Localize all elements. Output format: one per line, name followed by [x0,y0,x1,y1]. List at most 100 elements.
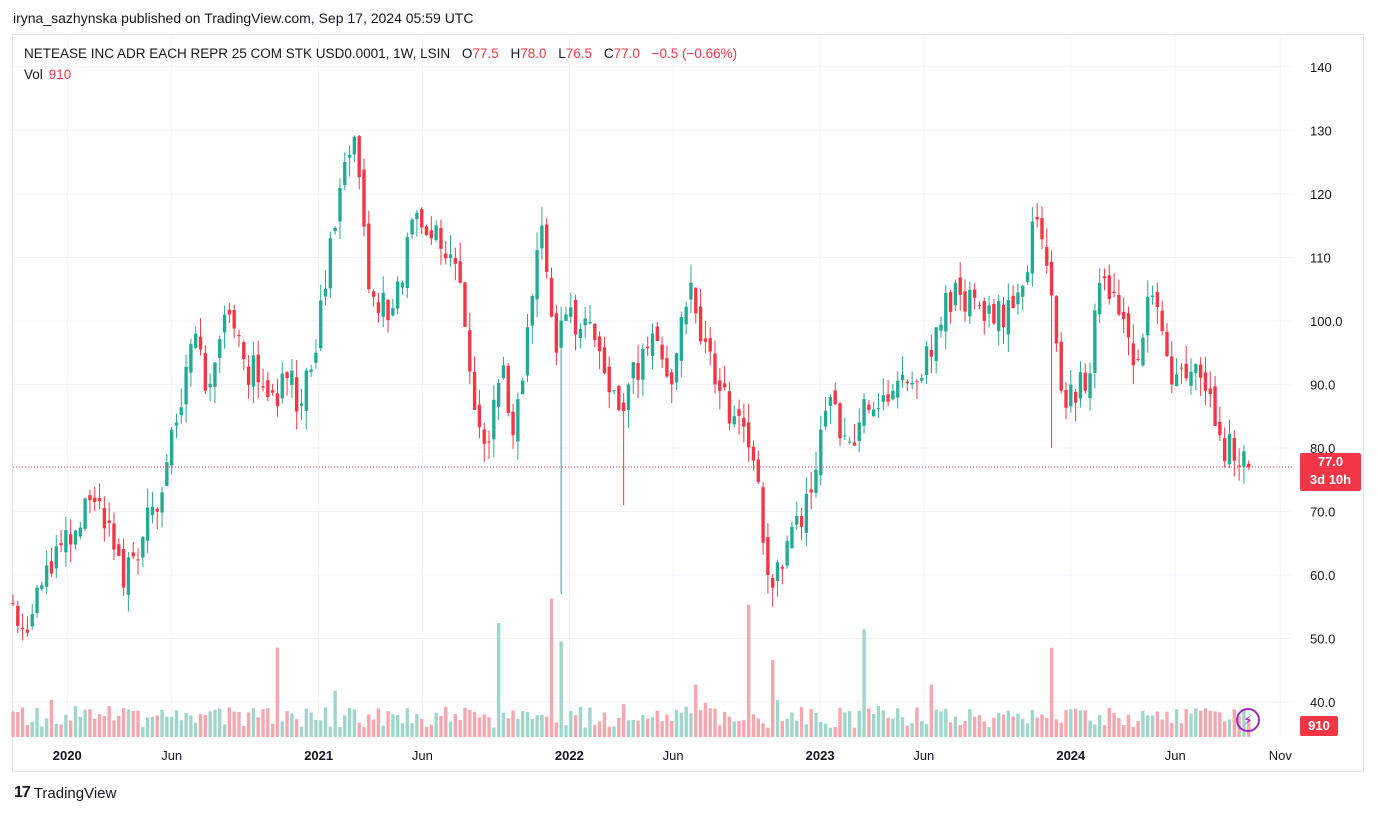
candle-body [444,253,448,259]
candle-body [1016,292,1020,305]
volume-bar [646,718,650,737]
candle-body [165,462,169,486]
volume-bars [11,598,1251,737]
candle-body [665,358,669,377]
volume-bar [1049,647,1054,737]
candle-body [44,565,49,587]
volume-bar [203,714,208,737]
candle-body [299,403,304,406]
candle-body [1237,465,1241,467]
candle-body [871,409,876,417]
candle-body [1083,372,1087,391]
volume-bar [1141,710,1145,737]
volume-bar [1131,727,1136,737]
candle-body [121,548,126,588]
candle-body [597,336,602,352]
volume-bar [516,718,520,737]
candle-body [1045,246,1049,266]
volume-bar [218,708,222,737]
legend-low-label: L [558,46,566,61]
candle-body [771,577,775,588]
volume-bar [1112,712,1116,737]
candle-body [477,404,482,428]
volume-bar [198,713,203,737]
volume-bar [107,706,111,737]
volume-bar [814,712,818,737]
candle-body [1078,372,1083,399]
volume-bar [886,717,890,737]
volume-bar [30,721,34,737]
candle-body [722,383,727,388]
volume-bar [1083,710,1087,737]
candle-body [804,493,809,533]
volume-bar [862,629,866,737]
volume-bar [607,726,611,737]
x-tick-label: Jun [1165,748,1186,763]
volume-bar [948,722,953,737]
lightning-icon[interactable]: ⚡ [1236,708,1260,732]
candle-body [520,380,525,395]
volume-bar [429,724,434,737]
candle-body [1112,291,1116,294]
candle-body [1049,261,1054,296]
candle-body [847,441,852,443]
volume-bar [275,647,280,737]
candle-body [915,381,919,383]
volume-bar [160,709,164,737]
candle-body [535,250,539,300]
y-tick-label: 100.0 [1310,314,1343,329]
candle-body [126,557,131,595]
volume-bar [20,707,25,737]
volume-bar [530,718,534,737]
volume-bar [775,699,780,737]
volume-bar [78,716,82,737]
volume-bar [650,717,655,737]
volume-bar [997,712,1001,737]
volume-bar [939,711,943,737]
candle-body [213,362,217,387]
volume-bar [482,714,486,737]
candle-body [588,321,592,324]
candle-body [963,291,967,312]
candle-body [1218,421,1222,436]
candle-body [814,469,818,494]
candle-body [141,536,145,558]
volume-bar [261,709,265,737]
candle-body [405,237,409,289]
volume-bar [1174,709,1179,737]
candle-body [934,327,938,362]
volume-bar [343,715,347,737]
candle-body [1069,384,1073,407]
volume-bar [295,719,299,737]
volume-bar [573,715,578,737]
candle-body [583,318,587,326]
tradingview-brand[interactable]: 17 TradingView [14,784,116,802]
candle-body [920,378,924,381]
volume-bar [88,709,92,737]
y-axis: 140 130 120 110 100.0 90.0 80.0 70.0 60.0 50.0 40.… [1310,60,1343,710]
volume-bar [703,702,708,737]
volume-bar [367,714,371,737]
candle-body [1025,272,1030,282]
volume-bar [208,711,212,737]
volume-bar [131,711,135,737]
candle-body [1136,359,1140,361]
candle-body [290,370,294,385]
volume-bar [718,725,722,737]
candle-body [88,495,92,501]
volume-bar [304,708,308,737]
volume-bar [165,716,169,737]
volume-legend-label: Vol [24,67,43,82]
candle-body [540,225,544,249]
candle-body [309,369,313,372]
candle-body [420,209,424,228]
candle-body [545,224,549,272]
volume-bar [400,723,405,737]
candle-body [621,402,626,411]
volume-bar [496,623,501,737]
volume-bar [477,717,482,737]
candle-body [823,410,828,427]
candle-body [593,323,597,340]
x-tick-label: 2022 [555,748,584,763]
